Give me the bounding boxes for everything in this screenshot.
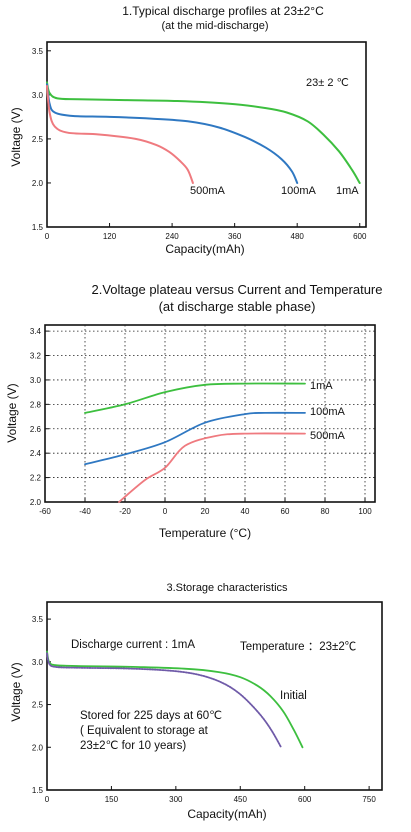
voltage-plateau-chart: 2.Voltage plateau versus Current and Tem… bbox=[5, 282, 383, 540]
chart1-series bbox=[46, 81, 361, 184]
chart1-x-ticks: 0 120 240 360 480 600 bbox=[45, 223, 367, 241]
storage-characteristics-chart: 3.Storage characteristics 0 150 300 450 600 7… bbox=[9, 582, 383, 821]
chart3-stored-note-1: Stored for 225 days at 60℃ bbox=[80, 710, 222, 722]
chart2-x-label: Temperature (°C) bbox=[159, 526, 251, 540]
series-line-100ma bbox=[84, 411, 306, 466]
chart2-y-label: Voltage (V) bbox=[5, 383, 19, 442]
y-tick-label: 2.0 bbox=[32, 179, 44, 188]
x-tick-label: 450 bbox=[234, 795, 248, 804]
y-tick-label: 2.6 bbox=[30, 425, 42, 434]
x-tick-label: 750 bbox=[362, 795, 376, 804]
chart2-gridlines bbox=[45, 325, 375, 502]
chart3-stored-note-3: 23±2℃ for 10 years) bbox=[80, 740, 186, 752]
x-tick-label: 100 bbox=[358, 507, 372, 516]
x-tick-label: 120 bbox=[103, 232, 117, 241]
series-line-1ma bbox=[84, 382, 306, 414]
y-tick-label: 2.8 bbox=[30, 400, 42, 409]
chart3-title: 3.Storage characteristics bbox=[166, 582, 288, 594]
series-line-stored-for-225-days-at-60 bbox=[46, 652, 282, 749]
chart2-label-100ma: 100mA bbox=[310, 406, 346, 418]
chart2-x-ticks: -60 -40 -20 0 20 40 60 80 100 bbox=[39, 498, 372, 516]
x-tick-label: 0 bbox=[45, 795, 50, 804]
x-tick-label: -20 bbox=[119, 507, 131, 516]
chart2-label-1ma: 1mA bbox=[310, 380, 333, 392]
y-tick-label: 3.2 bbox=[30, 352, 42, 361]
x-tick-label: 600 bbox=[353, 232, 367, 241]
chart2-plot-frame bbox=[44, 324, 376, 503]
x-tick-label: 360 bbox=[228, 232, 242, 241]
x-tick-label: -60 bbox=[39, 507, 51, 516]
discharge-profile-chart: 1.Typical discharge profiles at 23±2°C (… bbox=[9, 4, 367, 256]
chart2-y-ticks: 2.0 2.2 2.4 2.6 2.8 3.0 3.2 3.4 bbox=[30, 327, 49, 507]
y-tick-label: 2.5 bbox=[32, 701, 44, 710]
chart1-plot-frame bbox=[46, 41, 367, 228]
x-tick-label: 600 bbox=[298, 795, 312, 804]
series-line-100ma bbox=[46, 83, 299, 184]
y-tick-label: 3.0 bbox=[30, 376, 42, 385]
y-tick-label: 3.5 bbox=[32, 615, 44, 624]
y-tick-label: 2.0 bbox=[30, 498, 42, 507]
x-tick-label: 240 bbox=[165, 232, 179, 241]
chart3-y-label: Voltage (V) bbox=[9, 662, 23, 721]
chart1-title: 1.Typical discharge profiles at 23±2°C bbox=[122, 4, 324, 18]
chart3-series bbox=[46, 650, 304, 749]
chart1-subtitle: (at the mid-discharge) bbox=[162, 20, 269, 32]
chart1-y-label: Voltage (V) bbox=[9, 107, 23, 166]
series-line-initial bbox=[46, 650, 304, 749]
chart3-discharge-current-note: Discharge current : 1mA bbox=[71, 639, 195, 651]
chart1-temp-annotation: 23± 2 ℃ bbox=[306, 77, 349, 89]
series-line-500ma bbox=[46, 85, 194, 184]
y-tick-label: 3.0 bbox=[32, 91, 44, 100]
chart3-x-label: Capacity(mAh) bbox=[187, 807, 266, 821]
x-tick-label: 150 bbox=[105, 795, 119, 804]
x-tick-label: 60 bbox=[281, 507, 290, 516]
chart1-y-ticks: 1.5 2.0 2.5 3.0 3.5 bbox=[32, 47, 51, 232]
y-tick-label: 3.4 bbox=[30, 327, 42, 336]
chart3-initial-label: Initial bbox=[280, 690, 307, 702]
chart3-x-ticks: 0 150 300 450 600 750 bbox=[45, 786, 376, 804]
chart2-title: 2.Voltage plateau versus Current and Tem… bbox=[92, 282, 383, 297]
y-tick-label: 2.5 bbox=[32, 135, 44, 144]
chart2-label-500ma: 500mA bbox=[310, 430, 346, 442]
y-tick-label: 2.4 bbox=[30, 449, 42, 458]
x-tick-label: 0 bbox=[163, 507, 168, 516]
x-tick-label: -40 bbox=[79, 507, 91, 516]
y-tick-label: 1.5 bbox=[32, 223, 44, 232]
chart1-label-500ma: 500mA bbox=[190, 185, 226, 197]
chart3-temperature-note: Temperature ：23±2℃ bbox=[240, 641, 357, 653]
series-line-1ma bbox=[46, 81, 361, 184]
x-tick-label: 40 bbox=[241, 507, 250, 516]
x-tick-label: 0 bbox=[45, 232, 50, 241]
chart3-stored-note-2: ( Equivalent to storage at bbox=[80, 725, 209, 737]
y-tick-label: 3.5 bbox=[32, 47, 44, 56]
chart3-y-ticks: 1.5 2.0 2.5 3.0 3.5 bbox=[32, 615, 51, 795]
chart2-subtitle: (at discharge stable phase) bbox=[159, 299, 316, 314]
chart2-series bbox=[84, 382, 306, 503]
x-tick-label: 80 bbox=[321, 507, 330, 516]
chart1-label-1ma: 1mA bbox=[336, 185, 359, 197]
chart1-x-label: Capacity(mAh) bbox=[165, 242, 244, 256]
y-tick-label: 3.0 bbox=[32, 658, 44, 667]
x-tick-label: 480 bbox=[291, 232, 305, 241]
series-line-500ma bbox=[118, 432, 306, 503]
y-tick-label: 2.2 bbox=[30, 474, 42, 483]
y-tick-label: 1.5 bbox=[32, 786, 44, 795]
chart1-label-100ma: 100mA bbox=[281, 185, 317, 197]
x-tick-label: 20 bbox=[201, 507, 210, 516]
chart3-plot-frame bbox=[46, 601, 383, 791]
x-tick-label: 300 bbox=[169, 795, 183, 804]
y-tick-label: 2.0 bbox=[32, 743, 44, 752]
